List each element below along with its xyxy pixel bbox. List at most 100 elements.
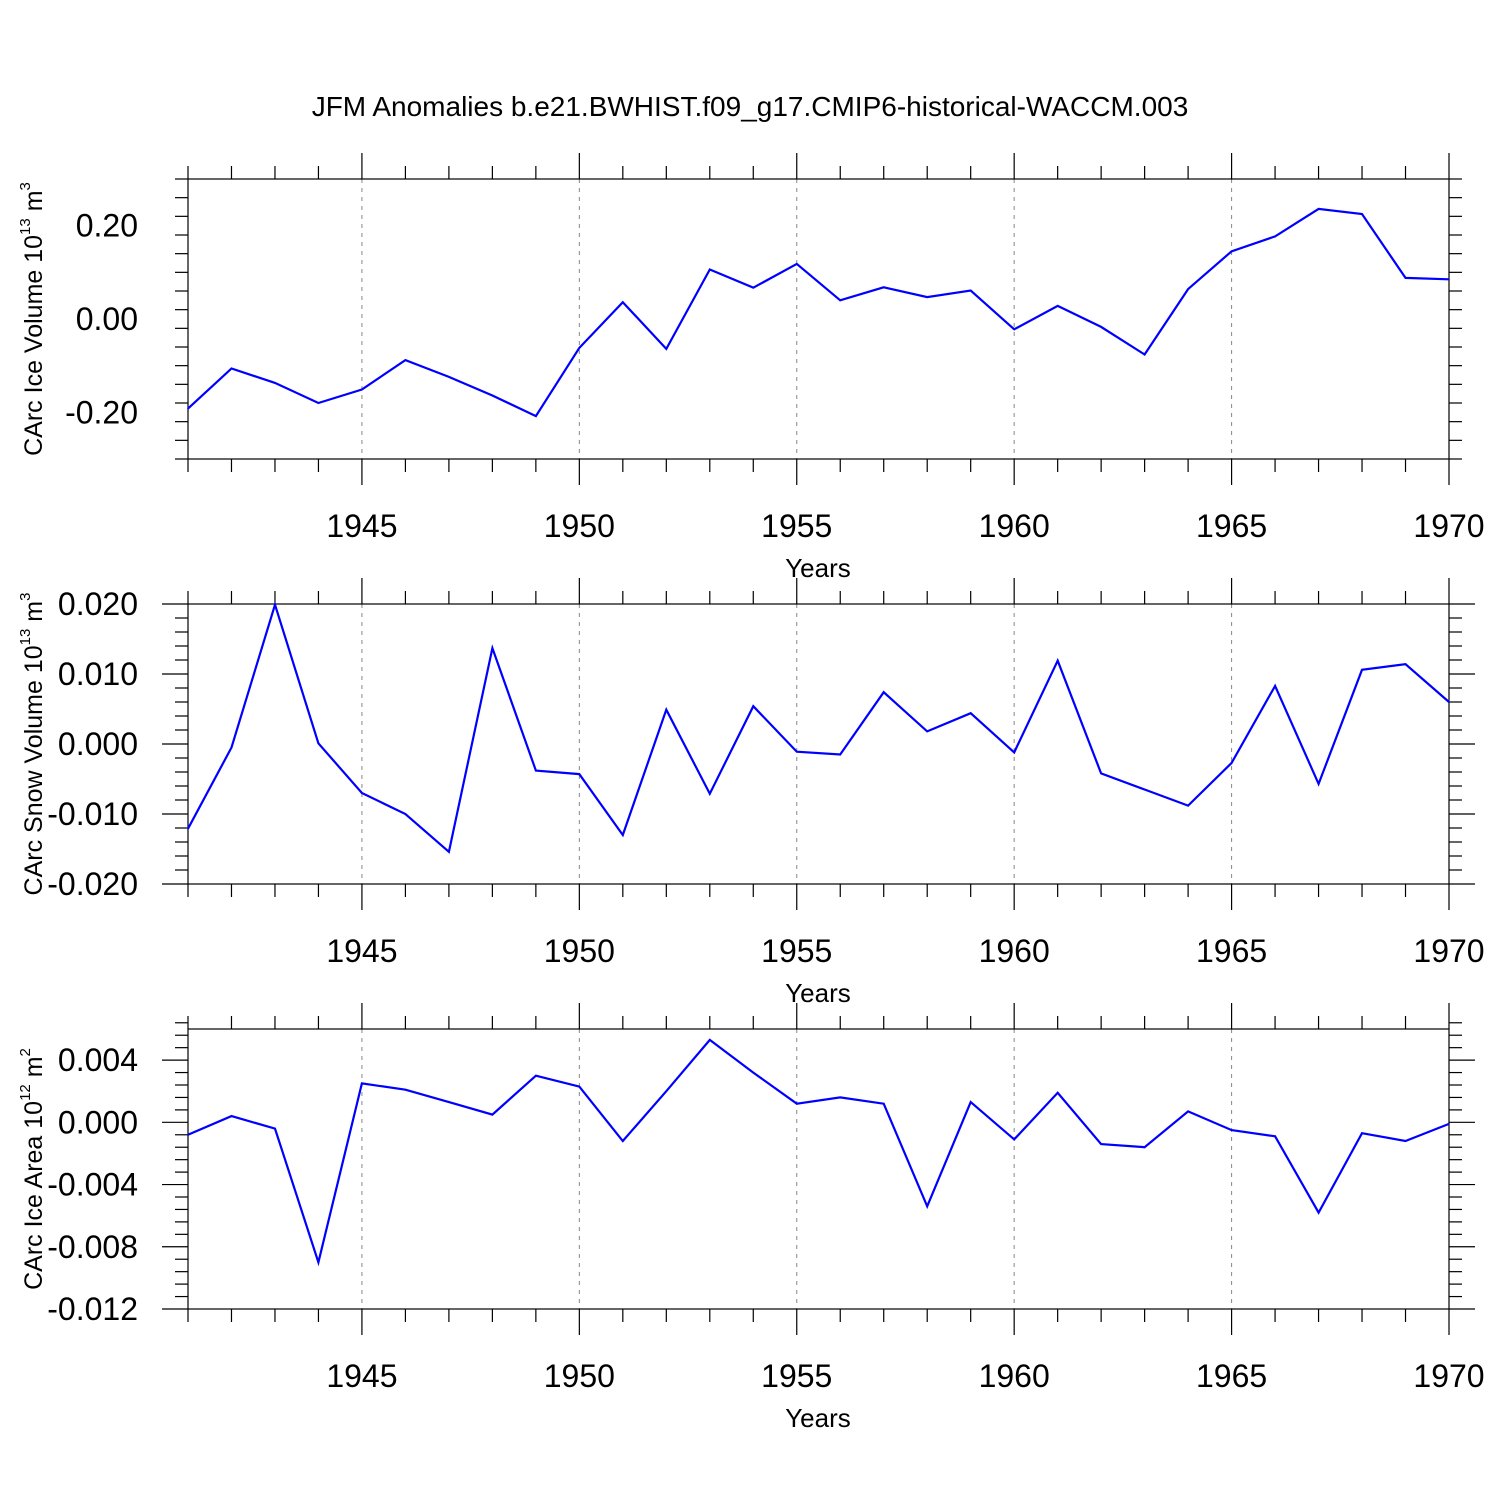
data-point xyxy=(1230,762,1233,764)
data-point xyxy=(1056,659,1059,662)
data-point xyxy=(708,268,711,271)
x-tick-label: 1965 xyxy=(1196,1358,1267,1394)
data-point xyxy=(1143,1146,1146,1149)
data-point xyxy=(1100,326,1102,328)
data-point xyxy=(1187,804,1189,807)
data-point xyxy=(274,382,276,384)
data-point xyxy=(1274,1135,1276,1138)
data-point xyxy=(1448,1123,1450,1125)
panel-2: 1945 1950 1955 1960 1965 1970 -0.020 -0.010 0.00… xyxy=(17,578,1485,1008)
data-point xyxy=(535,769,537,772)
data-point xyxy=(1317,208,1320,210)
data-point xyxy=(491,394,494,397)
data-point xyxy=(1013,328,1015,331)
y-axis-label-text: CArc Ice Volume 10 xyxy=(20,235,48,456)
data-point xyxy=(708,792,711,795)
data-point xyxy=(665,348,668,350)
data-point xyxy=(1230,250,1233,253)
data-point xyxy=(665,1090,668,1093)
data-point xyxy=(535,1074,537,1077)
y-axis-label-unit: m xyxy=(20,1056,48,1084)
data-point xyxy=(1274,685,1276,687)
data-point xyxy=(274,1127,276,1130)
x-tick-label: 1960 xyxy=(979,933,1050,969)
plot-frame xyxy=(187,603,1450,885)
data-point xyxy=(448,851,450,853)
data-point xyxy=(1143,788,1146,791)
data-point xyxy=(1448,701,1450,703)
data-point xyxy=(1100,1143,1102,1145)
data-point xyxy=(882,286,885,289)
x-axis-label: Years xyxy=(785,978,851,1008)
y-tick-label: 0.00 xyxy=(76,301,138,337)
y-axis-label: CArc Ice Volume 1013 m3 xyxy=(17,182,48,456)
x-tick-label: 1950 xyxy=(544,933,615,969)
data-point xyxy=(317,402,320,404)
x-tick-label: 1965 xyxy=(1196,508,1267,544)
y-tick-label: -0.008 xyxy=(47,1229,138,1265)
data-point xyxy=(1274,235,1276,238)
y-tick-label: -0.010 xyxy=(47,796,138,832)
y-tick-label: 0.004 xyxy=(58,1042,138,1078)
data-point xyxy=(230,367,233,370)
data-point xyxy=(1013,751,1015,754)
data-point xyxy=(1361,1132,1363,1135)
data-point xyxy=(1404,663,1407,665)
data-point xyxy=(752,705,755,707)
data-point xyxy=(1361,669,1363,671)
x-tick-label: 1970 xyxy=(1413,933,1484,969)
data-point xyxy=(361,388,363,391)
data-point xyxy=(404,1088,407,1091)
data-point xyxy=(708,1039,711,1041)
data-point xyxy=(448,1101,450,1103)
data-point xyxy=(1187,288,1189,290)
y-tick-label: 0.20 xyxy=(76,208,138,244)
data-point xyxy=(535,415,537,417)
x-tick-label: 1955 xyxy=(761,1358,832,1394)
data-point xyxy=(839,299,842,302)
data-point xyxy=(491,647,494,649)
data-point xyxy=(839,1096,842,1099)
plot-frame xyxy=(187,1028,1450,1310)
y-axis-label: CArc Snow Volume 1013 m3 xyxy=(17,593,48,896)
data-point xyxy=(187,827,189,830)
data-point xyxy=(795,1102,798,1105)
x-axis-label: Years xyxy=(785,553,851,583)
data-point xyxy=(1404,1140,1407,1142)
data-point xyxy=(361,1082,363,1085)
data-point xyxy=(317,742,320,745)
y-axis-label-unit-exponent: 3 xyxy=(17,182,34,190)
x-tick-label: 1965 xyxy=(1196,933,1267,969)
data-series-line xyxy=(187,600,1450,854)
data-point xyxy=(882,691,885,693)
data-point xyxy=(1317,1211,1320,1214)
y-tick-label: 0.010 xyxy=(58,656,138,692)
x-tick-label: 1955 xyxy=(761,508,832,544)
x-axis-label: Years xyxy=(785,1403,851,1433)
data-point xyxy=(1143,353,1146,356)
y-axis-label-exponent: 12 xyxy=(17,1084,34,1101)
data-point xyxy=(969,712,972,714)
y-tick-label: -0.020 xyxy=(47,866,138,902)
data-point xyxy=(1317,783,1320,785)
y-tick-label: -0.012 xyxy=(47,1291,138,1327)
y-axis-label-exponent: 13 xyxy=(17,629,34,646)
data-point xyxy=(317,1261,320,1264)
data-point xyxy=(752,1071,755,1074)
data-point xyxy=(1187,1110,1189,1113)
data-series-line xyxy=(187,1038,1450,1267)
data-series-line xyxy=(187,207,1450,418)
data-point xyxy=(622,1140,624,1142)
y-axis-label: CArc Ice Area 1012 m2 xyxy=(17,1048,48,1290)
data-point xyxy=(1230,1129,1233,1131)
data-point xyxy=(1404,277,1407,279)
data-point xyxy=(230,1115,233,1117)
data-point xyxy=(622,301,624,304)
y-tick-label: 0.020 xyxy=(58,586,138,622)
data-point xyxy=(1056,305,1059,307)
data-point xyxy=(969,1101,972,1103)
data-point xyxy=(1448,278,1450,281)
data-point xyxy=(665,708,668,711)
y-tick-label: 0.000 xyxy=(58,726,138,762)
